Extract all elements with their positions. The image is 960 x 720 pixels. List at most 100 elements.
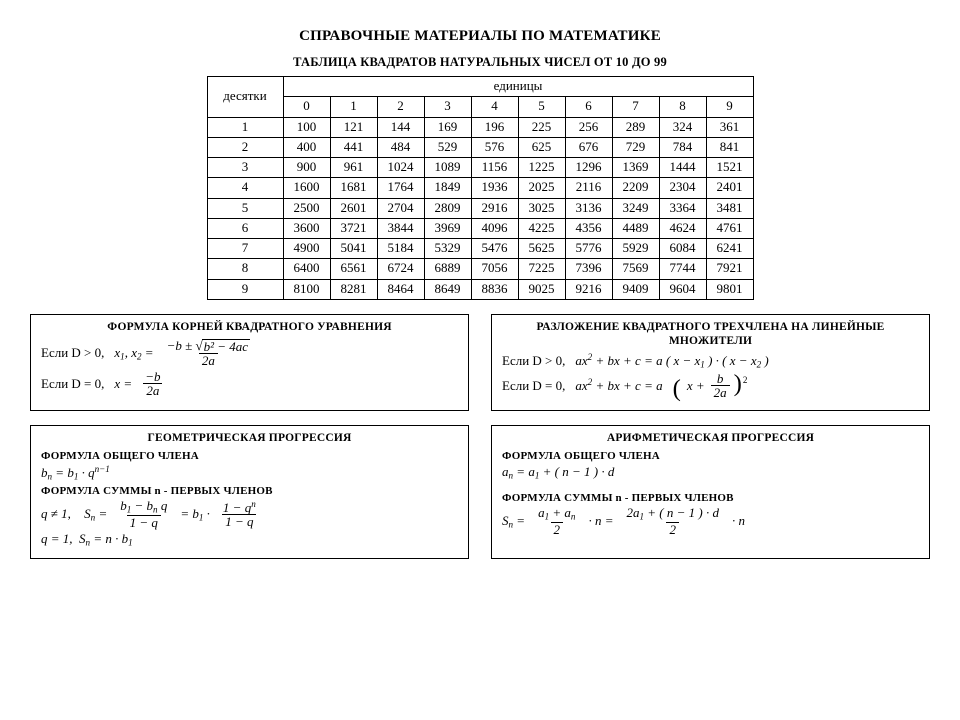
table-row: 1100121144169196225256289324361: [207, 117, 753, 137]
numerator: −b ± b² − 4ac: [164, 339, 254, 354]
squares-table: десяткиединицы01234567891100121144169196…: [207, 76, 754, 300]
box-title: ФОРМУЛА КОРНЕЙ КВАДРАТНОГО УРАВНЕНИЯ: [41, 321, 458, 335]
table-cell: 8464: [377, 279, 424, 299]
col-label: 5: [518, 97, 565, 117]
table-cell: 4900: [283, 239, 330, 259]
sub-title: ФОРМУЛА ОБЩЕГО ЧЛЕНА: [41, 450, 458, 462]
col-label: 2: [377, 97, 424, 117]
table-cell: 676: [565, 137, 612, 157]
table-cell: 4096: [471, 218, 518, 238]
case2: q = 1, Sn = n · b1: [41, 531, 133, 547]
table-cell: 7921: [706, 259, 753, 279]
fraction: 2a1 + ( n − 1 ) · d 2: [623, 506, 722, 536]
lead-text: Если D > 0,: [41, 345, 104, 361]
table-cell: 5041: [330, 239, 377, 259]
lhs: x1, x2 =: [114, 345, 153, 361]
table-cell: 4624: [659, 218, 706, 238]
table-row: 7490050415184532954765625577659296084624…: [207, 239, 753, 259]
table-cell: 7396: [565, 259, 612, 279]
table-cell: 4489: [612, 218, 659, 238]
table-row: 390096110241089115612251296136914441521: [207, 158, 753, 178]
table-cell: 289: [612, 117, 659, 137]
row-label: 7: [207, 239, 283, 259]
table-cell: 169: [424, 117, 471, 137]
lhs: x =: [114, 376, 132, 392]
table-cell: 7744: [659, 259, 706, 279]
numerator: −b: [142, 370, 163, 384]
table-cell: 2209: [612, 178, 659, 198]
table-cell: 9216: [565, 279, 612, 299]
mid: · n =: [588, 513, 613, 529]
table-cell: 9801: [706, 279, 753, 299]
col-label: 8: [659, 97, 706, 117]
table-cell: 2704: [377, 198, 424, 218]
col-label: 4: [471, 97, 518, 117]
table-cell: 961: [330, 158, 377, 178]
row-label: 8: [207, 259, 283, 279]
box-geometric-progression: ГЕОМЕТРИЧЕСКАЯ ПРОГРЕССИЯ ФОРМУЛА ОБЩЕГО…: [30, 425, 469, 559]
table-cell: 1936: [471, 178, 518, 198]
numerator: 2a1 + ( n − 1 ) · d: [623, 506, 722, 522]
box-quadratic-roots: ФОРМУЛА КОРНЕЙ КВАДРАТНОГО УРАВНЕНИЯ Есл…: [30, 314, 469, 411]
table-cell: 625: [518, 137, 565, 157]
table-cell: 1444: [659, 158, 706, 178]
table-cell: 729: [612, 137, 659, 157]
table-cell: 225: [518, 117, 565, 137]
table-cell: 6241: [706, 239, 753, 259]
table-cell: 1681: [330, 178, 377, 198]
col-label: 0: [283, 97, 330, 117]
box-arithmetic-progression: АРИФМЕТИЧЕСКАЯ ПРОГРЕССИЯ ФОРМУЛА ОБЩЕГО…: [491, 425, 930, 559]
table-row: 2400441484529576625676729784841: [207, 137, 753, 157]
lhs: Sn =: [84, 506, 107, 522]
row-label: 3: [207, 158, 283, 178]
general-term: bn = b1 · qn−1: [41, 464, 110, 481]
table-cell: 6561: [330, 259, 377, 279]
table-cell: 1024: [377, 158, 424, 178]
tail: · n: [732, 513, 745, 529]
row-label: 9: [207, 279, 283, 299]
table-cell: 1369: [612, 158, 659, 178]
table-cell: 6889: [424, 259, 471, 279]
row-label: 1: [207, 117, 283, 137]
table-cell: 256: [565, 117, 612, 137]
col-label: 3: [424, 97, 471, 117]
table-cell: 6084: [659, 239, 706, 259]
table-cell: 1156: [471, 158, 518, 178]
row-label: 4: [207, 178, 283, 198]
table-cell: 8836: [471, 279, 518, 299]
fraction: 1 − qn 1 − q: [220, 500, 259, 529]
table-cell: 3600: [283, 218, 330, 238]
table-cell: 9025: [518, 279, 565, 299]
table-cell: 1521: [706, 158, 753, 178]
table-cell: 2401: [706, 178, 753, 198]
denominator: 2: [551, 522, 564, 537]
formula-line: Sn = a1 + an 2 · n = 2a1 + ( n − 1 ) · d…: [502, 506, 919, 536]
sub-title: ФОРМУЛА ОБЩЕГО ЧЛЕНА: [502, 450, 919, 462]
table-cell: 2116: [565, 178, 612, 198]
formula-line: Если D > 0, x1, x2 = −b ± b² − 4ac 2a: [41, 339, 458, 368]
units-header: единицы: [283, 77, 753, 97]
exponent: 2: [743, 375, 748, 385]
table-cell: 9409: [612, 279, 659, 299]
table-cell: 2601: [330, 198, 377, 218]
table-cell: 6724: [377, 259, 424, 279]
mid: = b1 ·: [180, 506, 210, 522]
table-cell: 1225: [518, 158, 565, 178]
denominator: 2: [666, 522, 679, 537]
table-cell: 841: [706, 137, 753, 157]
table-cell: 5476: [471, 239, 518, 259]
paren-close-group: ) 2: [734, 381, 747, 391]
table-cell: 5625: [518, 239, 565, 259]
lhs: ax2 + bx + c = a: [575, 377, 662, 394]
table-cell: 8281: [330, 279, 377, 299]
numerator: b: [714, 372, 727, 386]
table-cell: 7225: [518, 259, 565, 279]
formula-line: an = a1 + ( n − 1 ) · d: [502, 464, 919, 480]
col-label: 6: [565, 97, 612, 117]
box-title: РАЗЛОЖЕНИЕ КВАДРАТНОГО ТРЕХЧЛЕНА НА ЛИНЕ…: [502, 321, 919, 349]
fraction: −b 2a: [142, 370, 163, 398]
numerator: a1 + an: [535, 506, 578, 522]
table-cell: 361: [706, 117, 753, 137]
table-cell: 3844: [377, 218, 424, 238]
table-cell: 324: [659, 117, 706, 137]
